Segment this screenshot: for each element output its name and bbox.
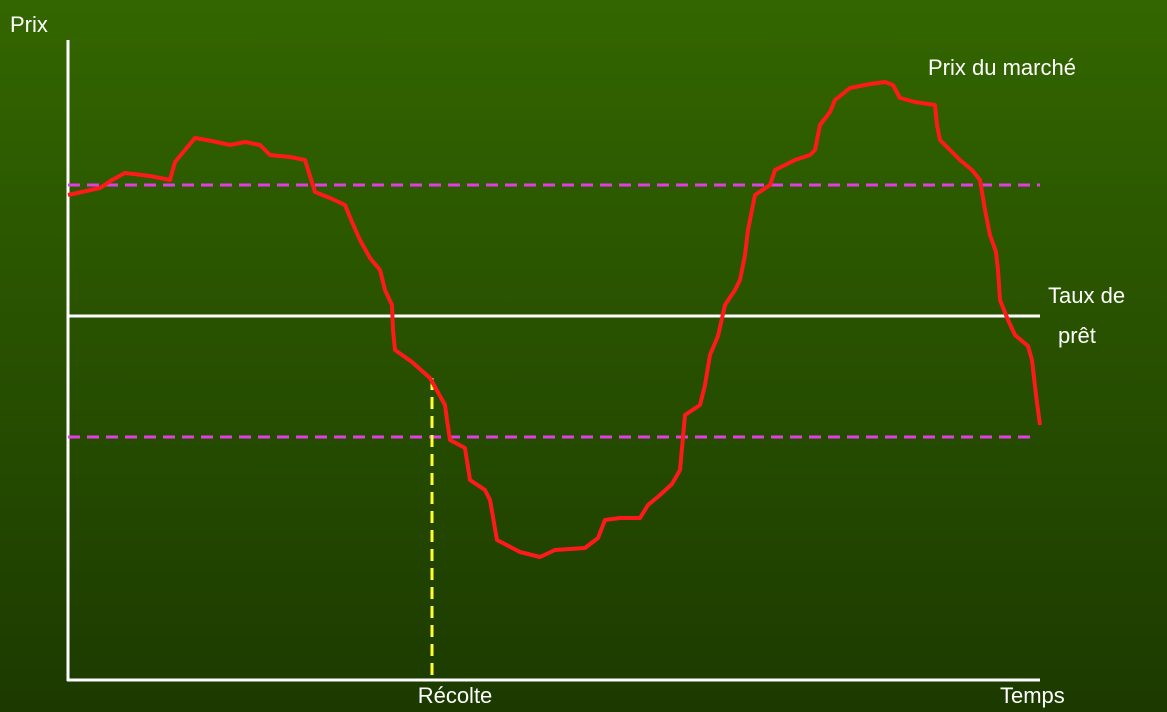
market-price-curve <box>67 80 1042 559</box>
loan-rate-label: Taux de <box>1048 283 1125 308</box>
loan-rate-label: prêt <box>1058 323 1096 348</box>
harvest-label: Récolte <box>418 683 493 708</box>
y-axis-label: Prix <box>10 12 48 37</box>
market-price-label: Prix du marché <box>928 55 1076 80</box>
x-axis-label: Temps <box>1000 683 1065 708</box>
